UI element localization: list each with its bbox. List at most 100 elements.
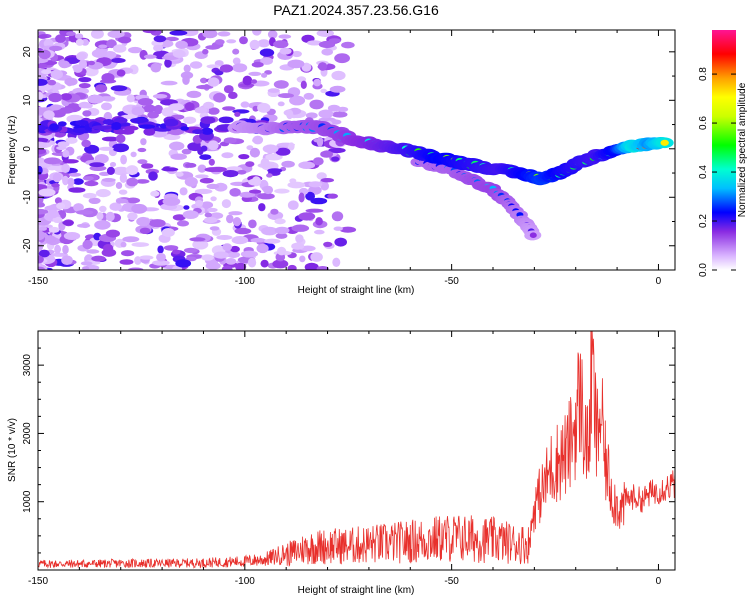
noise-blob [38, 141, 47, 149]
noise-blob [82, 266, 90, 270]
noise-blob [262, 144, 279, 154]
noise-blob [303, 92, 314, 100]
noise-blob [101, 136, 119, 142]
noise-blob [99, 205, 107, 213]
noise-blob [62, 149, 70, 158]
noise-blob [274, 188, 290, 194]
noise-blob [130, 117, 149, 124]
noise-blob [186, 90, 202, 98]
noise-blob [305, 208, 324, 213]
noise-blob [203, 101, 215, 109]
noise-blob [278, 93, 294, 99]
x-tick-label: -100 [235, 576, 255, 587]
noise-blob [200, 77, 208, 84]
noise-blob [207, 107, 220, 115]
noise-blob [320, 150, 333, 158]
noise-blob [195, 200, 204, 207]
noise-blob [300, 80, 307, 90]
noise-blob [101, 102, 112, 111]
noise-blob [175, 171, 184, 177]
noise-blob [183, 247, 198, 254]
noise-blob [249, 147, 260, 158]
noise-blob [82, 239, 93, 250]
noise-blob [38, 230, 46, 241]
noise-blob [143, 54, 157, 59]
noise-blob [82, 176, 94, 181]
noise-blob [230, 245, 240, 253]
noise-blob [206, 64, 220, 69]
noise-blob [58, 107, 74, 114]
noise-blob [226, 251, 240, 258]
noise-blob [57, 141, 70, 148]
noise-blob [274, 218, 286, 225]
noise-blob [248, 71, 262, 76]
noise-blob [87, 94, 104, 104]
noise-blob [215, 39, 225, 45]
noise-blob [111, 122, 122, 130]
noise-blob [249, 189, 262, 194]
bottom-x-axis-label: Height of straight line (km) [298, 585, 415, 596]
noise-blob [89, 165, 107, 171]
noise-blob [137, 159, 148, 165]
noise-blob [240, 250, 258, 258]
noise-blob [318, 109, 334, 119]
noise-blob [172, 49, 186, 59]
noise-blob [94, 220, 111, 230]
noise-blob [59, 60, 70, 69]
noise-blob [218, 116, 234, 124]
noise-blob [257, 193, 275, 200]
bottom-y-axis-label: SNR (10 * v/v) [7, 418, 18, 482]
noise-blob [156, 252, 166, 262]
top-x-ticks: -150 -100 -50 0 [28, 30, 662, 287]
noise-blob [310, 252, 323, 262]
noise-blob [197, 164, 207, 173]
heatmap-ridge [227, 119, 674, 241]
noise-blob [328, 38, 341, 43]
noise-blob [91, 49, 107, 58]
noise-blob [249, 39, 260, 50]
noise-blob [78, 101, 91, 109]
noise-blob [95, 84, 108, 93]
noise-blob [308, 181, 323, 188]
noise-blob [38, 34, 48, 39]
noise-blob [101, 73, 115, 83]
noise-blob [200, 116, 216, 124]
noise-blob [221, 199, 231, 209]
noise-blob [313, 78, 322, 87]
noise-blob [172, 249, 181, 255]
noise-blob [38, 147, 47, 155]
noise-blob [291, 242, 305, 250]
noise-blob [161, 107, 174, 117]
noise-blob [183, 205, 190, 210]
noise-blob [38, 266, 45, 270]
noise-blob [110, 58, 126, 63]
noise-blob [51, 183, 60, 188]
noise-blob [221, 152, 234, 159]
noise-blob [75, 210, 94, 215]
y-tick-label: -20 [22, 238, 33, 253]
noise-blob [250, 237, 266, 243]
noise-blob [201, 254, 214, 261]
noise-blob [48, 92, 63, 103]
noise-blob [204, 217, 218, 224]
noise-blob [289, 95, 306, 106]
noise-blob [38, 157, 45, 164]
noise-blob [119, 259, 134, 265]
noise-blob [234, 111, 241, 117]
noise-blob [61, 163, 70, 173]
noise-blob [232, 63, 248, 73]
noise-blob [88, 197, 101, 204]
noise-blob [202, 48, 209, 55]
noise-blob [258, 203, 266, 212]
noise-blob [118, 189, 128, 195]
noise-blob [137, 98, 154, 106]
snr-panel: -150 -100 -50 0 1000 2000 3000 Height of stra… [7, 330, 676, 596]
noise-blob [170, 153, 187, 160]
noise-blob [333, 226, 343, 231]
noise-blob [160, 80, 178, 86]
noise-blob [55, 34, 66, 43]
noise-blob [135, 179, 150, 184]
noise-blob [38, 197, 44, 204]
noise-blob [77, 223, 91, 228]
